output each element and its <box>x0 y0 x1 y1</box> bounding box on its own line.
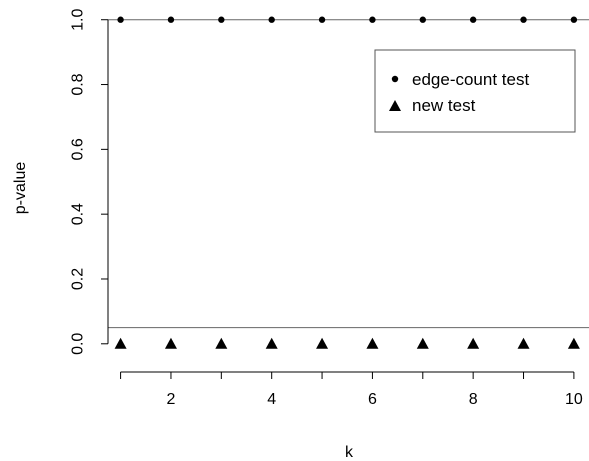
x-axis: 2 4 6 8 10 <box>120 371 583 408</box>
x-tick-label: 8 <box>469 391 478 408</box>
x-tick-label: 4 <box>267 391 276 408</box>
x-tick-label: 2 <box>167 391 176 408</box>
legend-marker-edge-count-test <box>391 75 399 83</box>
y-axis: 0.0 0.2 0.4 0.6 0.8 1.0 <box>70 9 109 355</box>
reference-lines <box>108 19 589 329</box>
point-edge-count-test <box>469 16 477 23</box>
legend-label-edge-count-test: edge-count test <box>412 70 529 89</box>
point-edge-count-test <box>419 16 426 23</box>
y-tick-label: 0.4 <box>70 203 87 225</box>
point-edge-count-test <box>268 16 275 23</box>
point-new-test <box>114 337 127 349</box>
point-new-test <box>567 337 580 349</box>
point-edge-count-test <box>218 16 225 23</box>
point-new-test <box>164 337 177 349</box>
y-tick-label: 0.6 <box>70 138 87 160</box>
point-new-test <box>517 337 530 349</box>
point-new-test <box>416 337 429 349</box>
y-axis-label: p-value <box>12 162 29 215</box>
legend-marker-new-test <box>389 100 401 111</box>
point-edge-count-test <box>570 16 578 23</box>
y-tick-label: 0.2 <box>70 268 87 290</box>
legend-label-new-test: new test <box>412 96 476 115</box>
point-edge-count-test <box>369 16 376 23</box>
x-tick-label: 10 <box>565 391 583 408</box>
point-edge-count-test <box>520 16 527 23</box>
data-points <box>114 16 580 349</box>
legend: edge-count test new test <box>374 49 576 133</box>
y-tick-label: 1.0 <box>70 9 87 31</box>
point-new-test <box>265 337 278 349</box>
y-tick-label: 0.8 <box>70 73 87 95</box>
point-new-test <box>215 337 228 349</box>
point-new-test <box>366 337 379 349</box>
point-edge-count-test <box>117 16 124 23</box>
legend-box <box>374 49 576 133</box>
y-tick-label: 0.0 <box>70 333 87 355</box>
point-edge-count-test <box>167 16 175 23</box>
point-new-test <box>467 337 480 349</box>
x-axis-label: k <box>345 444 354 461</box>
point-edge-count-test <box>318 16 326 23</box>
point-new-test <box>316 337 329 349</box>
x-tick-label: 6 <box>368 391 377 408</box>
